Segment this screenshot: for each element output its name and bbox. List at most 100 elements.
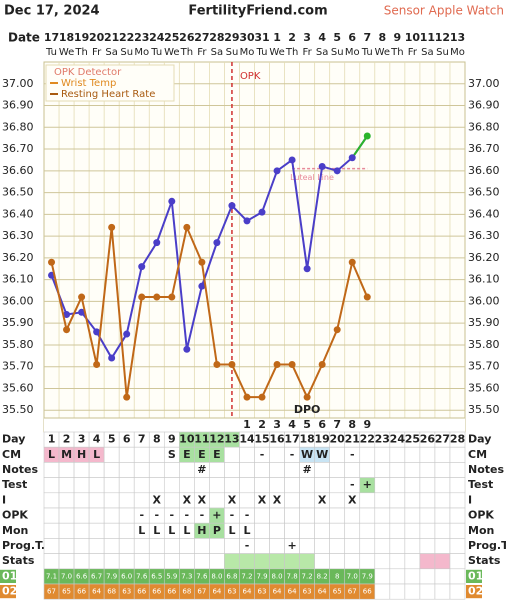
table-cell (148, 462, 165, 478)
table-cell (133, 462, 150, 478)
table-cell (404, 583, 421, 600)
table-cell (239, 553, 255, 570)
date-day: 19 (74, 31, 89, 44)
cell-text: 1 (48, 433, 56, 446)
table-cell (299, 522, 315, 539)
cell-text: L (138, 524, 145, 537)
table-cell (419, 553, 436, 570)
cell-text: + (212, 509, 221, 522)
row-label-bg (0, 569, 16, 583)
y-tick-label: 35.90 (2, 316, 34, 329)
series-line (50, 135, 369, 360)
date-day: 13 (450, 31, 465, 44)
weekday: Tu (256, 47, 268, 58)
table-cell (224, 462, 240, 478)
table-cell (449, 477, 466, 494)
weekday: Mo (450, 47, 465, 58)
y-tick-label: 36.10 (2, 273, 34, 286)
data-point (78, 308, 86, 316)
table-cell (58, 538, 75, 554)
row-label-right: 01 (468, 569, 483, 582)
data-point (138, 293, 146, 301)
data-point (363, 132, 371, 140)
table-cell (329, 522, 346, 539)
data-point (78, 293, 86, 301)
table-cell (434, 462, 451, 478)
cell-text: 7.1 (46, 572, 57, 580)
data-point (63, 310, 71, 318)
weekday: Tu (150, 47, 162, 58)
table-cell (299, 553, 315, 570)
y-tick-label-right: 37.00 (468, 77, 500, 90)
cell-text: 8.0 (271, 572, 282, 580)
cell-text: X (198, 493, 207, 506)
cell-text: 6.8 (226, 572, 237, 580)
y-tick-label-right: 36.70 (468, 142, 500, 155)
dpo-number: 1 (243, 418, 251, 431)
weekday: We (164, 47, 179, 58)
table-cell (419, 522, 436, 539)
cell-text: L (228, 524, 235, 537)
table-cell (449, 538, 466, 554)
row-label: Stats (2, 554, 35, 567)
cell-text: 6.0 (121, 572, 132, 580)
date-day: 9 (394, 31, 402, 44)
table-cell (314, 507, 330, 524)
cell-text: 7.9 (106, 572, 117, 580)
cell-text: 8 (335, 572, 339, 580)
y-tick-label-right: 36.60 (468, 164, 500, 177)
row-label: Notes (2, 463, 38, 476)
table-cell (73, 477, 90, 494)
y-tick-label: 36.70 (2, 142, 34, 155)
cell-text: 14 (239, 433, 255, 446)
weekday: Su (226, 47, 239, 58)
cell-text: + (287, 539, 296, 552)
table-cell (163, 462, 180, 478)
table-cell (103, 477, 120, 494)
cell-text: 21 (345, 433, 360, 446)
weekday: Mo (240, 47, 255, 58)
cell-text: X (258, 493, 267, 506)
table-cell (389, 492, 406, 509)
data-point (273, 361, 281, 369)
y-tick-label-right: 36.30 (468, 229, 500, 242)
y-tick-label: 37.00 (2, 77, 34, 90)
table-cell (269, 522, 285, 539)
cell-text: L (243, 524, 250, 537)
cell-text: 7.2 (302, 572, 313, 580)
cell-text: 68 (182, 588, 191, 596)
table-cell (344, 507, 361, 524)
table-cell (374, 583, 391, 600)
row-label-bg-right (466, 585, 482, 599)
cell-text: 5.9 (166, 572, 177, 580)
table-cell (374, 522, 391, 539)
cell-text: # (197, 463, 206, 476)
cell-text: 68 (107, 588, 116, 596)
table-cell (103, 553, 120, 570)
cell-text: 66 (167, 588, 176, 596)
weekday: Tu (45, 47, 57, 58)
date-day: 12 (435, 31, 450, 44)
table-cell (389, 538, 406, 554)
table-cell (254, 538, 270, 554)
cell-text: E (183, 448, 191, 461)
table-cell (118, 462, 135, 478)
weekday: Fr (408, 47, 418, 58)
table-cell (88, 507, 105, 524)
table-cell (88, 477, 105, 494)
table-cell (419, 446, 436, 463)
date-day: 28 (209, 31, 224, 44)
table-cell (434, 522, 451, 539)
table-cell (404, 522, 421, 539)
weekday: Fr (92, 47, 102, 58)
date-day: 20 (89, 31, 105, 44)
table-cell (374, 477, 391, 494)
table-cell (299, 538, 315, 554)
dpo-number: 3 (273, 418, 281, 431)
table-cell (434, 477, 451, 494)
table-cell (449, 583, 466, 600)
table-cell (148, 446, 165, 463)
table-cell (389, 477, 406, 494)
table-cell (58, 477, 75, 494)
table-cell (58, 462, 75, 478)
